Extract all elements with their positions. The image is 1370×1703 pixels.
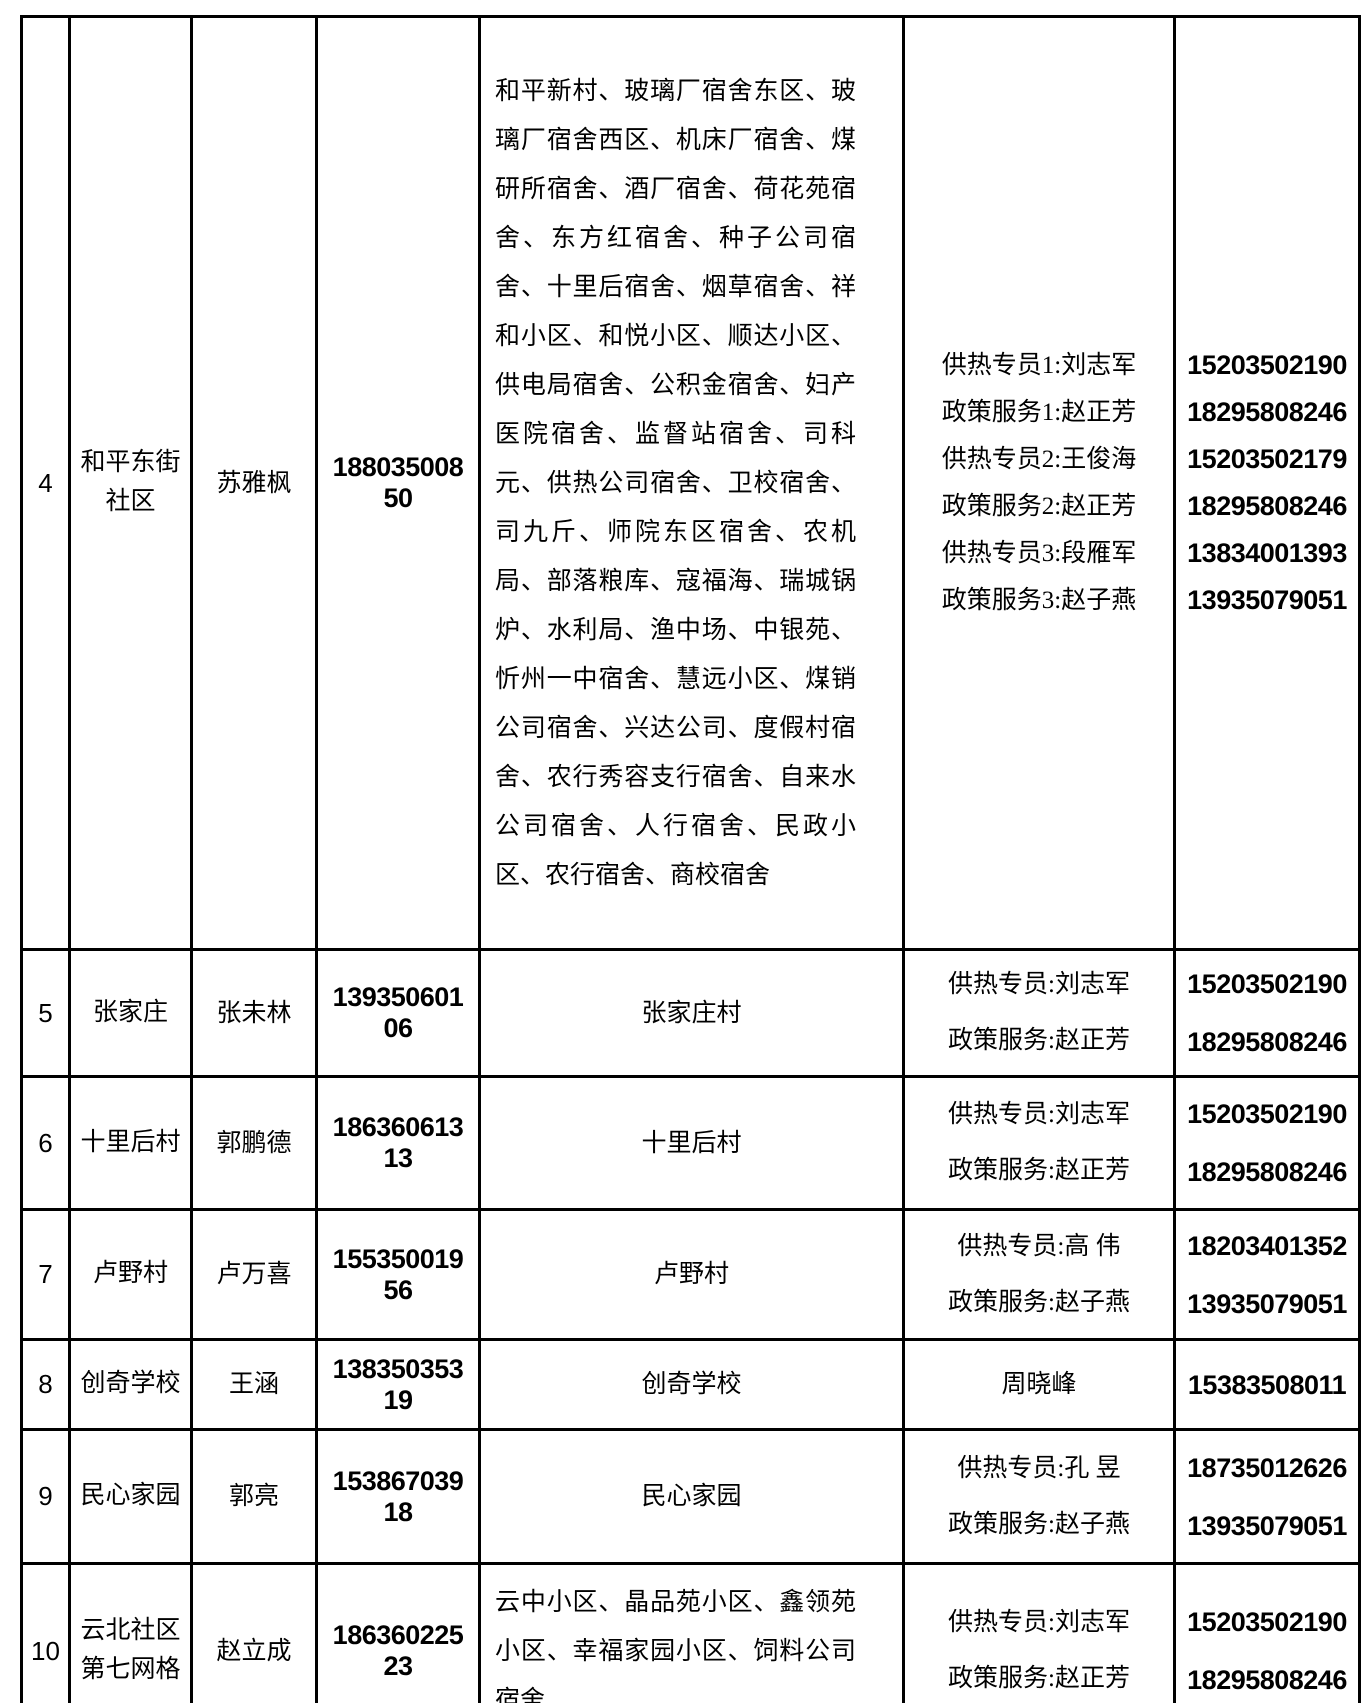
contact-person: 郭亮	[190, 1428, 318, 1565]
coverage-area: 十里后村	[478, 1075, 905, 1211]
table-row: 5 张家庄 张未林 13935060106 张家庄村 供热专员:刘志军 政策服务…	[20, 948, 1361, 1078]
contact-phone: 18803500850	[315, 15, 481, 951]
coverage-area: 云中小区、晶品苑小区、鑫领苑小区、幸福家园小区、饲料公司宿舍	[478, 1562, 905, 1703]
service-staff: 供热专员:高 伟 政策服务:赵子燕	[902, 1208, 1176, 1341]
heating-contact-table: 4 和平东街社区 苏雅枫 18803500850 和平新村、玻璃厂宿舍东区、玻璃…	[20, 15, 1361, 1703]
service-phones: 15203502190 18295808246	[1173, 948, 1361, 1078]
row-number: 6	[20, 1075, 71, 1211]
service-staff: 供热专员:刘志军 政策服务:赵正芳	[902, 948, 1176, 1078]
table-row: 8 创奇学校 王涵 13835035319 创奇学校 周晓峰 153835080…	[20, 1338, 1361, 1431]
community-name: 民心家园	[68, 1428, 193, 1565]
row-number: 4	[20, 15, 71, 951]
contact-person: 苏雅枫	[190, 15, 318, 951]
service-phones: 18203401352 13935079051	[1173, 1208, 1361, 1341]
service-phones: 15383508011	[1173, 1338, 1361, 1431]
service-phones: 18735012626 13935079051	[1173, 1428, 1361, 1565]
contact-phone: 18636022523	[315, 1562, 481, 1703]
row-number: 8	[20, 1338, 71, 1431]
table-row: 7 卢野村 卢万喜 15535001956 卢野村 供热专员:高 伟 政策服务:…	[20, 1208, 1361, 1341]
contact-phone: 15535001956	[315, 1208, 481, 1341]
contact-phone: 13835035319	[315, 1338, 481, 1431]
coverage-area: 和平新村、玻璃厂宿舍东区、玻璃厂宿舍西区、机床厂宿舍、煤研所宿舍、酒厂宿舍、荷花…	[478, 15, 905, 951]
community-name: 卢野村	[68, 1208, 193, 1341]
service-staff: 供热专员1:刘志军 政策服务1:赵正芳 供热专员2:王俊海 政策服务2:赵正芳 …	[902, 15, 1176, 951]
row-number: 5	[20, 948, 71, 1078]
service-staff: 周晓峰	[902, 1338, 1176, 1431]
coverage-area: 民心家园	[478, 1428, 905, 1565]
contact-person: 郭鹏德	[190, 1075, 318, 1211]
coverage-area: 张家庄村	[478, 948, 905, 1078]
service-staff: 供热专员:刘志军 政策服务:赵正芳	[902, 1075, 1176, 1211]
contact-person: 卢万喜	[190, 1208, 318, 1341]
table-row: 10 云北社区第七网格 赵立成 18636022523 云中小区、晶品苑小区、鑫…	[20, 1562, 1361, 1703]
contact-phone: 18636061313	[315, 1075, 481, 1211]
contact-phone: 13935060106	[315, 948, 481, 1078]
table-row: 9 民心家园 郭亮 15386703918 民心家园 供热专员:孔 昱 政策服务…	[20, 1428, 1361, 1565]
community-name: 云北社区第七网格	[68, 1562, 193, 1703]
community-name: 张家庄	[68, 948, 193, 1078]
contact-person: 张未林	[190, 948, 318, 1078]
row-number: 7	[20, 1208, 71, 1341]
service-staff: 供热专员:孔 昱 政策服务:赵子燕	[902, 1428, 1176, 1565]
table-row: 6 十里后村 郭鹏德 18636061313 十里后村 供热专员:刘志军 政策服…	[20, 1075, 1361, 1211]
service-phones: 15203502190 18295808246	[1173, 1075, 1361, 1211]
community-name: 十里后村	[68, 1075, 193, 1211]
service-phones: 15203502190 18295808246 15203502179 1829…	[1173, 15, 1361, 951]
community-name: 和平东街社区	[68, 15, 193, 951]
row-number: 10	[20, 1562, 71, 1703]
service-staff: 供热专员:刘志军 政策服务:赵正芳	[902, 1562, 1176, 1703]
contact-phone: 15386703918	[315, 1428, 481, 1565]
row-number: 9	[20, 1428, 71, 1565]
contact-person: 王涵	[190, 1338, 318, 1431]
coverage-area: 卢野村	[478, 1208, 905, 1341]
service-phones: 15203502190 18295808246	[1173, 1562, 1361, 1703]
coverage-area: 创奇学校	[478, 1338, 905, 1431]
contact-person: 赵立成	[190, 1562, 318, 1703]
table-row: 4 和平东街社区 苏雅枫 18803500850 和平新村、玻璃厂宿舍东区、玻璃…	[20, 15, 1361, 951]
community-name: 创奇学校	[68, 1338, 193, 1431]
